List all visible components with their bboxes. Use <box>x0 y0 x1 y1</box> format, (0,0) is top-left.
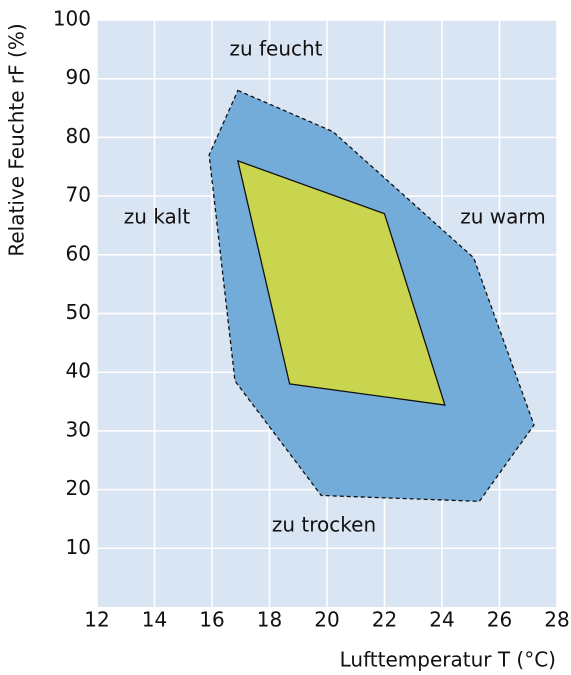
annotation: zu trocken <box>272 513 376 537</box>
y-tick-label: 90 <box>66 65 91 89</box>
y-tick-label: 40 <box>66 359 91 383</box>
y-tick-label: 10 <box>66 535 91 559</box>
annotation: zu kalt <box>124 205 191 229</box>
y-tick-label: 60 <box>66 241 91 265</box>
annotation: zu warm <box>460 205 546 229</box>
y-tick-label: 50 <box>66 300 91 324</box>
zone <box>236 159 446 406</box>
y-tick-label: 80 <box>66 124 91 148</box>
y-axis-label: Relative Feuchte rF (%) <box>5 23 29 256</box>
y-tick-label: 30 <box>66 417 91 441</box>
x-tick-label: 26 <box>487 608 512 632</box>
y-tick-label: 20 <box>66 476 91 500</box>
x-tick-label: 22 <box>372 608 397 632</box>
x-tick-label: 18 <box>257 608 282 632</box>
x-tick-label: 14 <box>142 608 167 632</box>
x-tick-label: 16 <box>199 608 224 632</box>
x-tick-label: 12 <box>84 608 109 632</box>
x-axis-label: Lufttemperatur T (°C) <box>340 648 556 672</box>
y-tick-label: 100 <box>53 7 91 31</box>
annotation: zu feucht <box>229 37 322 61</box>
x-tick-label: 28 <box>544 608 569 632</box>
x-tick-label: 24 <box>429 608 454 632</box>
x-tick-label: 20 <box>314 608 339 632</box>
y-tick-label: 70 <box>66 183 91 207</box>
